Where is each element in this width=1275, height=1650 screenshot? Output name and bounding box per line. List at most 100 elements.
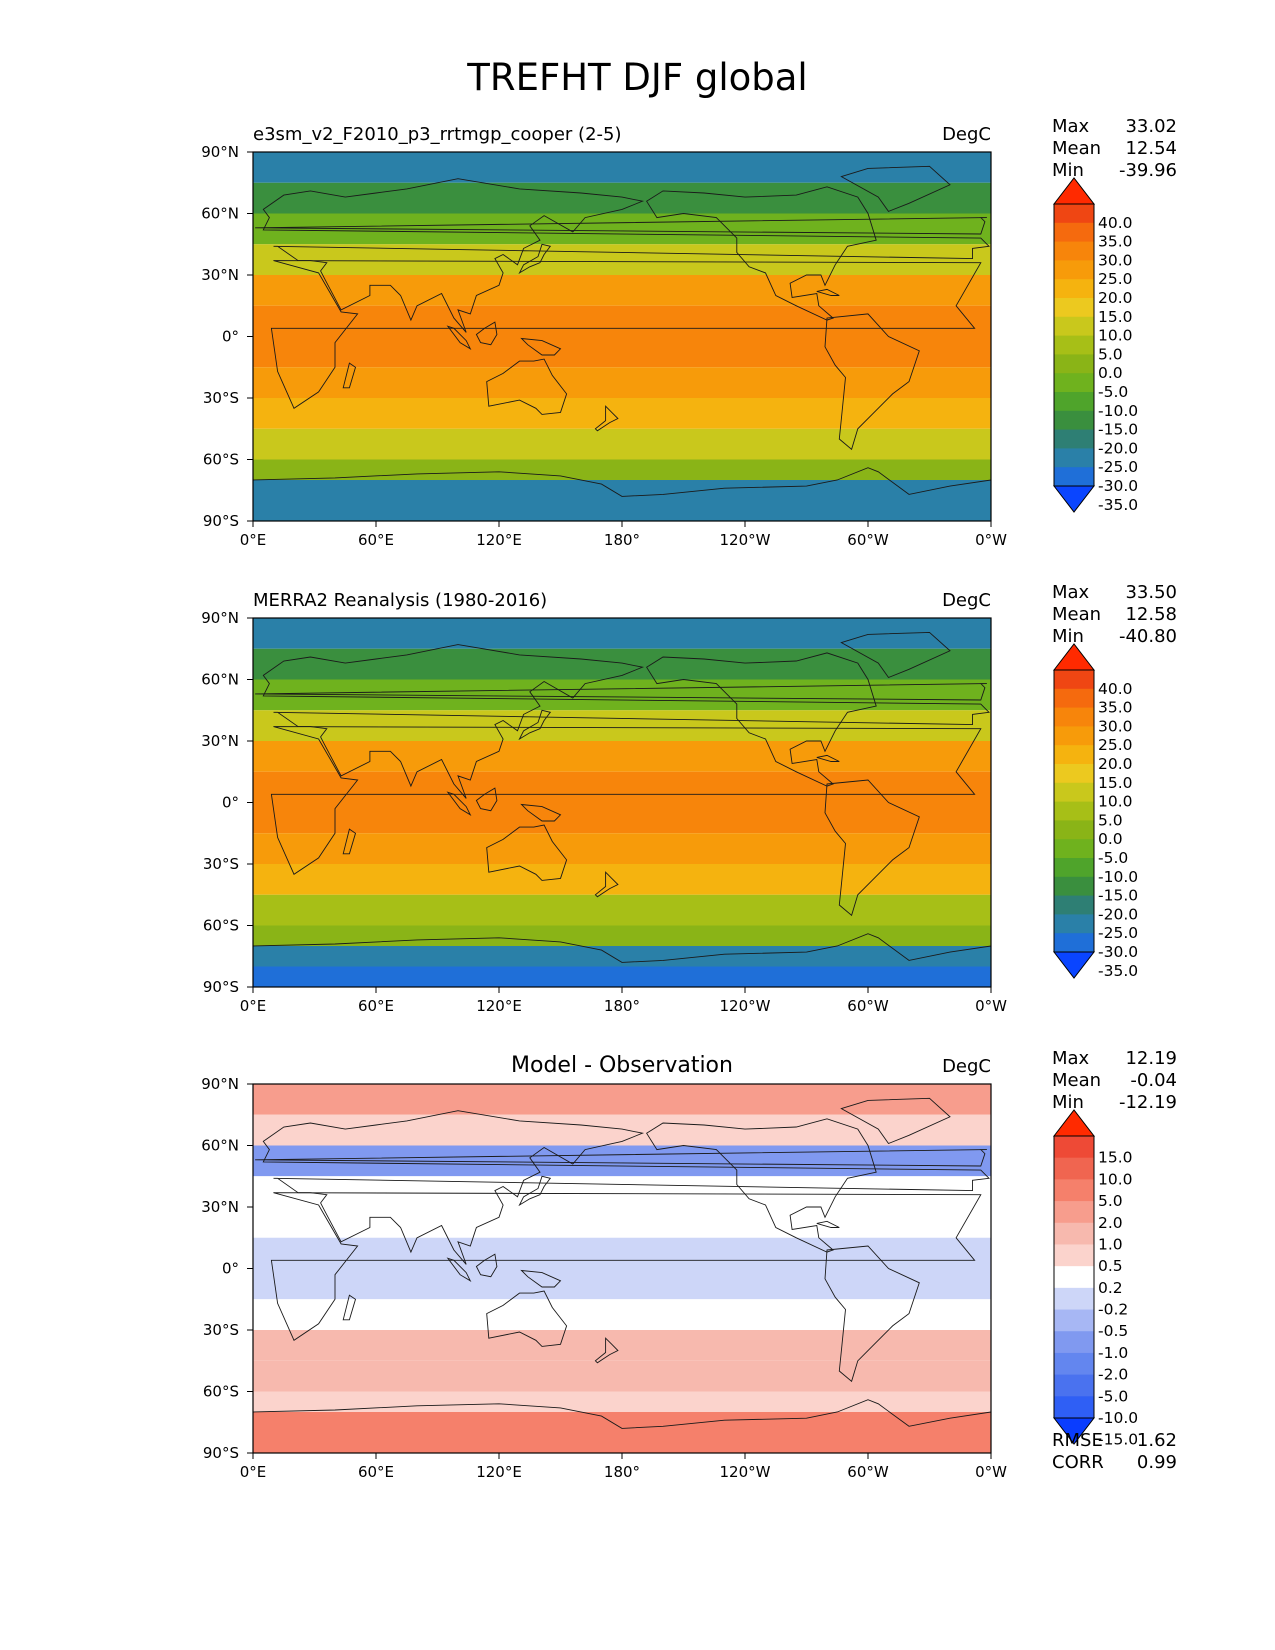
lat-band-2 [253,182,991,214]
y-tick-label: 0° [222,328,239,346]
stat-value-mean: 12.58 [1125,604,1177,625]
stats-block: Max 12.19 Mean -0.04 Min -12.19 [1052,1048,1177,1114]
colorbar-label: -0.5 [1098,1322,1128,1340]
lat-band-2 [253,1114,991,1146]
x-tick-label: 60°E [358,997,394,1015]
y-tick-label: 0° [222,1260,239,1278]
coastline-sumatra [446,325,472,350]
coastline-british-isles [255,217,987,235]
units-label: DegC [942,590,991,611]
coastline-africa [270,260,982,409]
stats-block: Max 33.50 Mean 12.58 Min -40.80 [1052,582,1177,648]
colorbar-label: 10.0 [1098,327,1133,345]
colorbar-label: 1.0 [1098,1235,1123,1253]
colorbar: 15.0 10.0 5.0 2.0 1.0 0.5 0.2 -0.2 -0.5 -1.0 -2.0 -… [1052,1109,1138,1449]
stat-value-rmse: 1.62 [1136,1430,1177,1451]
coastline-australia [486,824,568,881]
colorbar-label: -15.0 [1098,421,1138,439]
stat-value-corr: 0.99 [1136,1452,1177,1473]
lat-band-1 [253,618,991,649]
x-tick-label: 60°W [847,997,889,1015]
coastline-south-america [824,1245,920,1383]
colorbar-segment [1054,858,1094,878]
colorbar-segment [1054,1374,1094,1397]
colorbar-label: -2.0 [1098,1366,1128,1384]
colorbar-label: -5.0 [1098,1387,1128,1405]
colorbar-segment [1054,1222,1094,1245]
coastline-new-zealand [594,871,619,898]
y-tick-label: 90°N [201,1075,239,1093]
colorbar-label: -5.0 [1098,849,1128,867]
coastline-british-isles [255,683,987,701]
x-tick-label: 0°W [975,997,1007,1015]
colorbar-label: -0.2 [1098,1301,1128,1319]
colorbar-label: 5.0 [1098,811,1123,829]
lat-band-10 [253,925,991,946]
x-tick-label: 120°W [720,1463,771,1481]
colorbar-label: 25.0 [1098,736,1133,754]
coastline-new-zealand [594,1337,619,1364]
stat-label-max: Max [1052,116,1090,137]
lat-band-1 [253,1084,991,1115]
colorbar-frame [1053,203,1095,487]
x-tick-label: 0°W [975,1463,1007,1481]
colorbar-label: 35.0 [1098,233,1133,251]
coastline-cuba-area [816,288,840,296]
colorbar-label: 25.0 [1098,270,1133,288]
y-tick-label: 90°S [203,512,239,530]
colorbar-segment [1054,801,1094,821]
coastline-borneo [475,321,498,346]
colorbar-segment [1054,373,1094,393]
y-tick-label: 30°N [201,732,239,750]
colorbar-segment [1054,429,1094,449]
colorbar-label: 15.0 [1098,1149,1133,1167]
colorbar-segment [1054,820,1094,840]
coastline-borneo [475,1253,498,1278]
colorbar-segment [1054,241,1094,261]
stat-value-min: -12.19 [1118,1092,1177,1113]
colorbar-label: 30.0 [1098,717,1133,735]
stat-value-min: -39.96 [1118,160,1177,181]
y-tick-label: 30°N [201,1198,239,1216]
stat-label-mean: Mean [1052,1070,1102,1091]
x-tick-label: 60°E [358,531,394,549]
colorbar-segment [1054,726,1094,746]
colorbar-segment [1054,1179,1094,1202]
coastline-australia [486,1290,568,1347]
colorbar-segment [1054,1309,1094,1332]
colorbar-segment [1054,670,1094,690]
lat-band-11 [253,946,991,967]
y-tick-label: 30°S [203,1321,239,1339]
colorbar-label: -10.0 [1098,402,1138,420]
colorbar-label: 15.0 [1098,774,1133,792]
panel-title: MERRA2 Reanalysis (1980-2016) [253,590,547,611]
coastline-africa [270,1192,982,1341]
lat-band-10 [253,1391,991,1412]
colorbar-segment [1054,1157,1094,1180]
stat-label-min: Min [1052,160,1084,181]
colorbar-label: -35.0 [1098,496,1138,514]
stat-value-min: -40.80 [1118,626,1177,647]
x-tick-label: 120°W [720,997,771,1015]
colorbar-label: 10.0 [1098,1170,1133,1188]
coastline-north-america [645,186,877,321]
colorbar-segment [1054,764,1094,784]
stat-value-max: 33.02 [1125,116,1177,137]
colorbar-segment [1054,745,1094,765]
y-tick-label: 90°N [201,143,239,161]
colorbar-label: -30.0 [1098,943,1138,961]
colorbar-label: -25.0 [1098,924,1138,942]
stats-block: Max 33.02 Mean 12.54 Min -39.96 [1052,116,1177,182]
x-tick-label: 0°E [240,531,267,549]
coastline-greenland [840,631,951,679]
colorbar-segment [1054,933,1094,953]
colorbar-label: 20.0 [1098,755,1133,773]
colorbar-segment [1054,1396,1094,1419]
coastline-australia [486,358,568,415]
coastline-new-guinea [520,1269,562,1288]
coastline-new-zealand [594,405,619,432]
figure-title: TREFHT DJF global [467,56,808,99]
colorbar-label: 40.0 [1098,680,1133,698]
stat-label-mean: Mean [1052,604,1102,625]
